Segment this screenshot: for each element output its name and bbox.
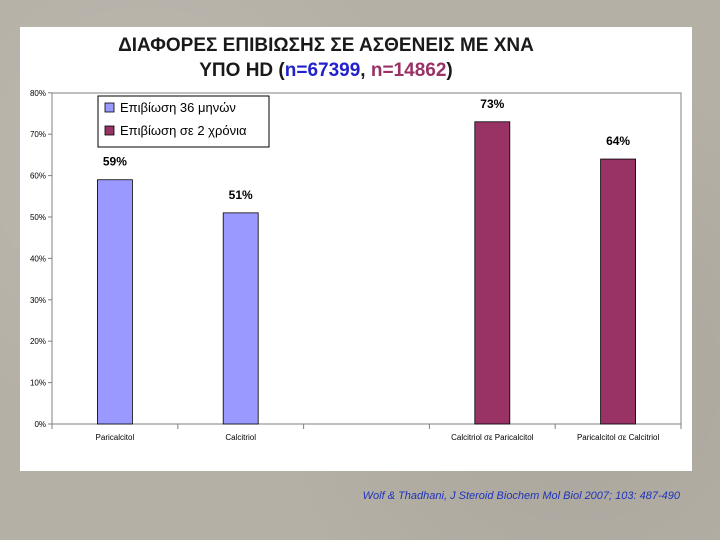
- title-n2: n=14862: [371, 60, 447, 81]
- legend-swatch-series1: [104, 102, 115, 113]
- citation: Wolf & Thadhani, J Steroid Biochem Mol B…: [362, 490, 680, 502]
- y-tick-label: 70%: [30, 130, 46, 139]
- chart-title-line2: ΥΠΟ HD (n=67399, n=14862): [199, 60, 452, 81]
- chart-title-line1: ΔΙΑΦΟΡΕΣ ΕΠΙΒΙΩΣΗΣ ΣΕ ΑΣΘΕΝΕΙΣ ΜΕ ΧΝΑ: [118, 35, 534, 56]
- y-tick-label: 80%: [30, 89, 46, 98]
- bar: [474, 121, 511, 425]
- axis-layer: 0% 10% 20% 30% 40% 50% 60% 70% 80% Paricalcitol Ca…: [30, 89, 682, 442]
- slide-panel: ΔΙΑΦΟΡΕΣ ΕΠΙΒΙΩΣΗΣ ΣΕ ΑΣΘΕΝΕΙΣ ΜΕ ΧΝΑ ΥΠ…: [20, 27, 692, 471]
- labels-layer: 59% 51% 73% 64%: [103, 97, 631, 202]
- y-tick-label: 20%: [30, 337, 46, 346]
- chart: ΔΙΑΦΟΡΕΣ ΕΠΙΒΙΩΣΗΣ ΣΕ ΑΣΘΕΝΕΙΣ ΜΕ ΧΝΑ ΥΠ…: [30, 35, 682, 442]
- legend-box: [97, 95, 270, 148]
- bars-layer: [97, 121, 636, 425]
- y-tick-label: 60%: [30, 172, 46, 181]
- bar: [97, 179, 133, 425]
- legend-swatch-series2: [104, 125, 115, 136]
- x-category-label: Calcitriol: [225, 433, 256, 442]
- y-tick-label: 50%: [30, 213, 46, 222]
- bar: [600, 158, 636, 425]
- bar-data-label: 73%: [480, 97, 504, 111]
- title-suffix: ): [446, 60, 452, 81]
- title-prefix: ΥΠΟ HD (: [199, 60, 285, 81]
- y-tick-label: 10%: [30, 379, 46, 388]
- bar-data-label: 59%: [103, 155, 127, 169]
- x-category-label: Paricalcitol σε Calcitriol: [577, 433, 660, 442]
- y-tick-label: 0%: [34, 420, 46, 429]
- y-tick-label: 40%: [30, 254, 46, 263]
- y-tick-label: 30%: [30, 296, 46, 305]
- legend: Επιβίωση 36 μηνών Επιβίωση σε 2 χρόνια: [97, 95, 270, 148]
- bar-data-label: 64%: [606, 134, 630, 148]
- bar-data-label: 51%: [229, 188, 253, 202]
- legend-label-series1: Επιβίωση 36 μηνών: [120, 100, 236, 115]
- x-category-label: Paricalcitol: [96, 433, 135, 442]
- plot-area: [51, 92, 682, 425]
- x-category-label: Calcitriol σε Paricalcitol: [451, 433, 534, 442]
- bar: [222, 212, 259, 425]
- legend-label-series2: Επιβίωση σε 2 χρόνια: [120, 123, 247, 138]
- title-n1: n=67399: [285, 60, 361, 81]
- title-sep: ,: [360, 60, 371, 81]
